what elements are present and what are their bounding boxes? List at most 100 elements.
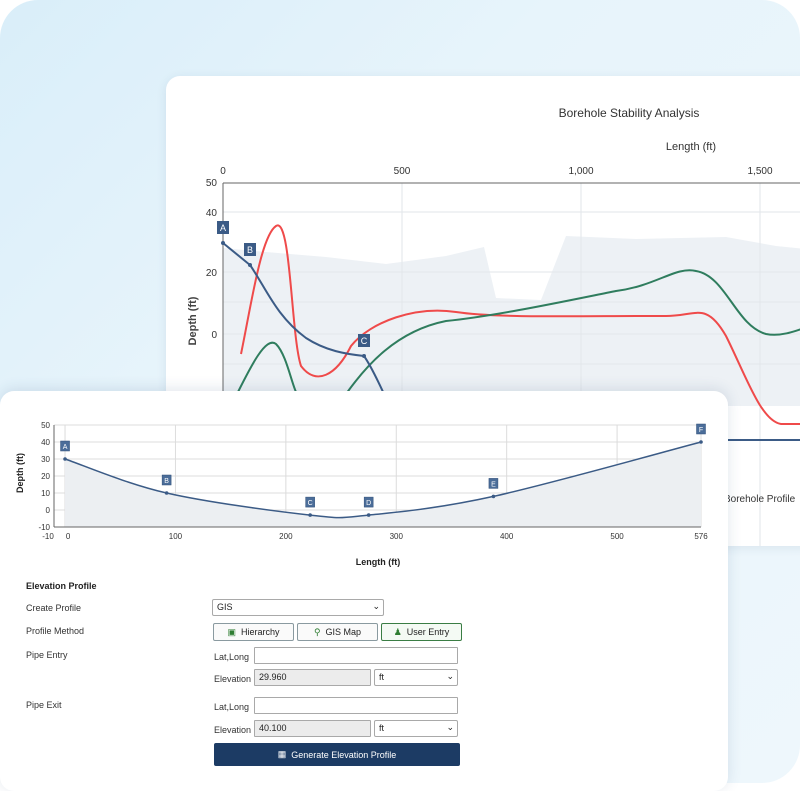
marker-d: D (363, 496, 374, 517)
exit-unit-value: ft (379, 723, 385, 733)
marker-b: B (161, 474, 172, 495)
marker-point (491, 494, 496, 499)
section-title: Elevation Profile (26, 581, 97, 591)
series-green-line-1 (237, 341, 297, 393)
x-tick-label: 300 (390, 532, 404, 541)
y-tick: 0 (211, 330, 217, 341)
marker-label: D (366, 500, 371, 507)
svg-text:B: B (247, 245, 253, 255)
x-tick-label: 576 (694, 532, 708, 541)
y-tick-label: 50 (41, 421, 50, 430)
marker-e: E (488, 478, 499, 499)
marker-f: F (696, 423, 706, 444)
series-green-line-2 (345, 269, 800, 395)
marker-point (366, 513, 371, 517)
y-tick-label: 20 (41, 472, 50, 481)
create-profile-value: GIS (217, 602, 233, 612)
create-profile-label: Create Profile (26, 603, 82, 613)
marker-label: F (699, 427, 703, 434)
y-tick-label: 10 (41, 489, 50, 498)
y-tick-label: 30 (41, 455, 50, 464)
entry-elevation-label: Elevation (214, 674, 252, 684)
marker-point (63, 457, 67, 461)
elevation-area (65, 442, 701, 527)
elevation-profile-form: Elevation Profile Create Profile GIS ⌄ P… (0, 391, 728, 791)
marker-badge (60, 440, 70, 452)
entry-unit-value: ft (379, 672, 385, 682)
series-blue-line (222, 242, 385, 395)
pipe-exit-label: Pipe Exit (26, 700, 62, 710)
y-tick: 40 (206, 208, 218, 219)
method-gis-map-button[interactable]: ⚲ GIS Map (297, 623, 378, 641)
generate-elevation-profile-button[interactable]: ▦ Generate Elevation Profile (214, 743, 460, 766)
x-tick-label: 500 (610, 532, 624, 541)
marker-label: B (164, 478, 169, 485)
y-tick-labels: 50 40 30 20 10 0 -10 (38, 421, 50, 532)
entry-unit-select[interactable]: ft ⌄ (374, 669, 458, 686)
create-profile-select[interactable]: GIS ⌄ (212, 599, 384, 616)
map-pin-icon: ⚲ (313, 626, 321, 637)
x-tick: 0 (220, 166, 226, 177)
svg-text:A: A (220, 223, 226, 233)
x-tick-label: 200 (279, 532, 293, 541)
chevron-down-icon: ⌄ (446, 722, 454, 732)
method-hierarchy-label: Hierarchy (241, 627, 280, 637)
pipe-entry-label: Pipe Entry (26, 650, 68, 660)
exit-elevation-label: Elevation (214, 725, 252, 735)
chevron-down-icon: ⌄ (372, 601, 380, 611)
marker-badge (161, 474, 172, 486)
x-axis-label: Length (ft) (666, 141, 716, 153)
x-tick-label: 100 (169, 532, 183, 541)
marker-badge (696, 423, 706, 435)
entry-latlong-label: Lat,Long (214, 652, 250, 662)
marker-badge (488, 478, 499, 489)
profile-method-label: Profile Method (26, 626, 85, 636)
marker-a: A (60, 440, 70, 461)
profile-area (223, 236, 800, 406)
x-tick: 1,500 (747, 166, 772, 177)
series-red-line (240, 224, 800, 425)
entry-elevation-input[interactable]: 29.960 (254, 669, 371, 686)
user-icon: ♟ (393, 626, 402, 637)
marker-label: A (63, 444, 68, 451)
y-axis-label: Depth (ft) (15, 453, 25, 493)
exit-latlong-label: Lat,Long (214, 702, 250, 712)
exit-unit-select[interactable]: ft ⌄ (374, 720, 458, 737)
marker-badge (305, 496, 315, 508)
x-tick: 500 (394, 166, 411, 177)
x-tick-label: 0 (66, 532, 71, 541)
marker-a: A (217, 221, 229, 245)
marker-c: C (358, 334, 370, 358)
elevation-line (64, 441, 702, 519)
marker-label: E (491, 481, 496, 488)
exit-latlong-input[interactable] (254, 697, 458, 714)
y-tick: 50 (206, 178, 218, 189)
generate-button-label: Generate Elevation Profile (291, 749, 397, 760)
x-tick: 1,000 (568, 166, 593, 177)
x-tick-labels: -10 0 100 200 300 400 500 576 (42, 532, 708, 541)
marker-c: C (305, 496, 315, 517)
y-tick: 20 (206, 268, 218, 279)
marker-label: C (308, 500, 313, 507)
x-tick-label: -10 (42, 532, 54, 541)
chevron-down-icon: ⌄ (446, 671, 454, 681)
method-hierarchy-button[interactable]: ▣ Hierarchy (213, 623, 294, 641)
marker-point (164, 491, 169, 495)
chart-title: Borehole Stability Analysis (559, 106, 700, 120)
marker-b: B (244, 243, 256, 267)
x-tick-label: 400 (500, 532, 514, 541)
marker-badge (363, 496, 374, 508)
y-tick-label: 0 (46, 506, 51, 515)
method-gis-map-label: GIS Map (325, 627, 362, 637)
marker-point (699, 440, 703, 444)
y-axis-label: Depth (ft) (187, 296, 199, 345)
exit-elevation-input[interactable]: 40.100 (254, 720, 371, 737)
method-user-entry-button[interactable]: ♟ User Entry (381, 623, 462, 641)
marker-point (308, 513, 312, 517)
station-markers: A B C D E F (60, 423, 706, 517)
entry-latlong-input[interactable] (254, 647, 458, 664)
method-user-entry-label: User Entry (406, 627, 450, 637)
chart-axes (53, 425, 701, 528)
